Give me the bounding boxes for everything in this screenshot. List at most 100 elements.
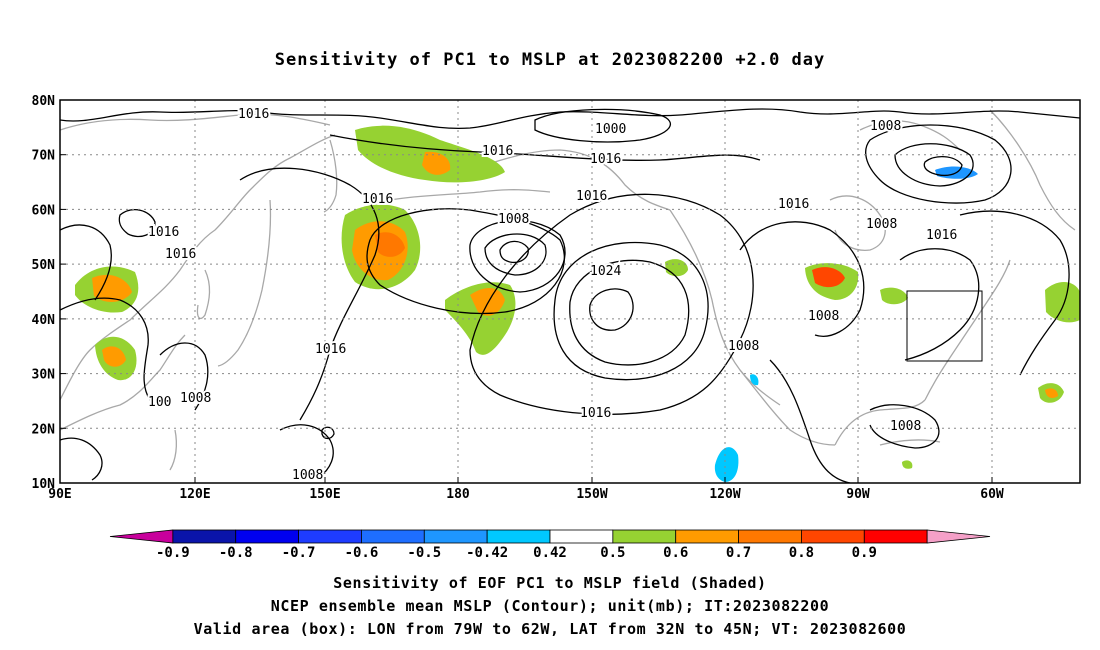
contour-label: 1000: [595, 122, 626, 137]
contour-label: 1008: [870, 119, 901, 134]
colorbar-swatch: [172, 529, 237, 544]
contour-label: 1016: [148, 225, 179, 240]
contour-1016-asia: [60, 297, 151, 401]
colorbar: -0.9 -0.8 -0.7 -0.6 -0.5 -0.42 0.42 0.5 0.6 0.7 0.…: [109, 529, 991, 561]
coastline-mexico: [739, 369, 836, 446]
gridlines: [60, 100, 1080, 483]
contour-label: 1008: [498, 212, 529, 227]
colorbar-label: 0.5: [600, 545, 625, 561]
chart-title: Sensitivity of PC1 to MSLP at 2023082200…: [274, 50, 826, 70]
coastline-aleutians: [389, 189, 551, 201]
colorbar-label: 0.9: [852, 545, 877, 561]
contour-1016-eastcoast: [899, 248, 980, 361]
coastline-greenland: [989, 109, 1076, 231]
coastline-philippines: [169, 429, 177, 471]
lat-label-80n: 80N: [32, 94, 56, 109]
caption-line-2: NCEP ensemble mean MSLP (Contour); unit(…: [270, 597, 830, 615]
colorbar-label: -0.6: [345, 545, 379, 561]
coastline-kamchatka: [323, 139, 338, 213]
contour-label: 1016: [926, 228, 957, 243]
lon-label-120e: 120E: [179, 487, 210, 502]
lat-label-70n: 70N: [32, 149, 56, 164]
coastline-gulf: [834, 399, 926, 446]
contour-label: 1008: [890, 419, 921, 434]
colorbar-swatch: [612, 529, 677, 544]
colorbar-swatch: [863, 529, 928, 544]
colorbar-swatch: [549, 529, 614, 544]
contour-label: 1016: [482, 144, 513, 159]
contour-label: 1008: [180, 391, 211, 406]
shade-orange-northpacific: [470, 288, 505, 316]
colorbar-label: 0.42: [533, 545, 567, 561]
shade-orange-southchina: [102, 346, 126, 367]
contour-upper-arctic: [60, 108, 1080, 130]
contour-label: 1008: [728, 339, 759, 354]
colorbar-label: -0.42: [466, 545, 508, 561]
colorbar-label: 0.7: [726, 545, 751, 561]
lon-label-150w: 150W: [576, 487, 607, 502]
colorbar-swatch: [486, 529, 551, 544]
coastline-china-south: [60, 334, 186, 431]
contour-1008-mexico: [769, 359, 851, 483]
lon-label-150e: 150E: [309, 487, 340, 502]
contour-greenland-innermost: [923, 156, 963, 176]
colorbar-swatch: [675, 529, 739, 544]
contour-label: 100: [148, 395, 171, 410]
contour-label: 1016: [580, 406, 611, 421]
lon-label-120w: 120W: [709, 487, 740, 502]
colorbar-swatch: [926, 529, 991, 544]
contour-high-inner: [589, 288, 634, 331]
lon-label-90e: 90E: [48, 487, 71, 502]
caption-line-1: Sensitivity of EOF PC1 to MSLP field (Sh…: [333, 574, 767, 592]
shade-red-greatlakes: [812, 267, 845, 288]
shade-green-atlantic: [1045, 281, 1080, 323]
colorbar-swatch: [801, 529, 865, 544]
contour-china-small: [118, 209, 156, 238]
contour-label: 1008: [292, 468, 323, 483]
contour-aleutian-low-2: [469, 219, 566, 293]
sensitivity-shading: [75, 125, 1080, 482]
shade-red-kamchatka: [375, 232, 405, 257]
contour-label: 1024: [590, 264, 621, 279]
lat-label-20n: 20N: [32, 422, 56, 437]
valid-area-box: [906, 290, 983, 362]
contour-aleutian-low-inner: [499, 240, 529, 264]
contour-1016-atlantic: [959, 210, 1070, 376]
lon-label-180: 180: [446, 487, 470, 502]
contour-1008-asia: [159, 342, 209, 411]
colorbar-label: -0.7: [282, 545, 316, 561]
lat-label-10n: 10N: [32, 477, 56, 492]
coastline-na-west: [669, 209, 781, 406]
contour-tropics: [60, 437, 103, 481]
shade-green-caribbean: [902, 460, 913, 469]
coastline-japan: [217, 199, 272, 367]
lon-label-90w: 90W: [846, 487, 870, 502]
contour-label: 1016: [315, 342, 346, 357]
lat-label-40n: 40N: [32, 313, 56, 328]
contour-label: 1008: [808, 309, 839, 324]
coastline-alaska: [469, 149, 671, 211]
latitude-labels: 80N 70N 60N 50N 40N 30N 20N 10N: [32, 94, 56, 492]
contour-label: 1016: [238, 107, 269, 122]
map-frame: [59, 99, 1081, 484]
longitude-labels: 90E 120E 150E 180 150W 120W 90W 60W: [48, 487, 1004, 502]
contour-label: 1016: [576, 189, 607, 204]
colorbar-swatch: [298, 529, 362, 544]
lat-label-60n: 60N: [32, 203, 56, 218]
axis-ticks: [60, 99, 993, 484]
shade-orange-atlantic-south: [1045, 388, 1058, 398]
coastline-na-east: [924, 259, 1011, 401]
contour-label: 1016: [165, 247, 196, 262]
contour-high-mid: [569, 259, 690, 366]
coastline-korea: [196, 269, 211, 319]
colorbar-swatch: [738, 529, 802, 544]
caption-line-3: Valid area (box): LON from 79W to 62W, L…: [193, 620, 907, 638]
colorbar-swatch: [361, 529, 425, 544]
contour-label: 1016: [778, 197, 809, 212]
colorbar-swatch: [109, 529, 174, 544]
contour-label: 1008: [866, 217, 897, 232]
contour-1016-high-outer: [469, 193, 754, 416]
mslp-contours: [60, 108, 1080, 483]
colorbar-label: -0.9: [156, 545, 190, 561]
